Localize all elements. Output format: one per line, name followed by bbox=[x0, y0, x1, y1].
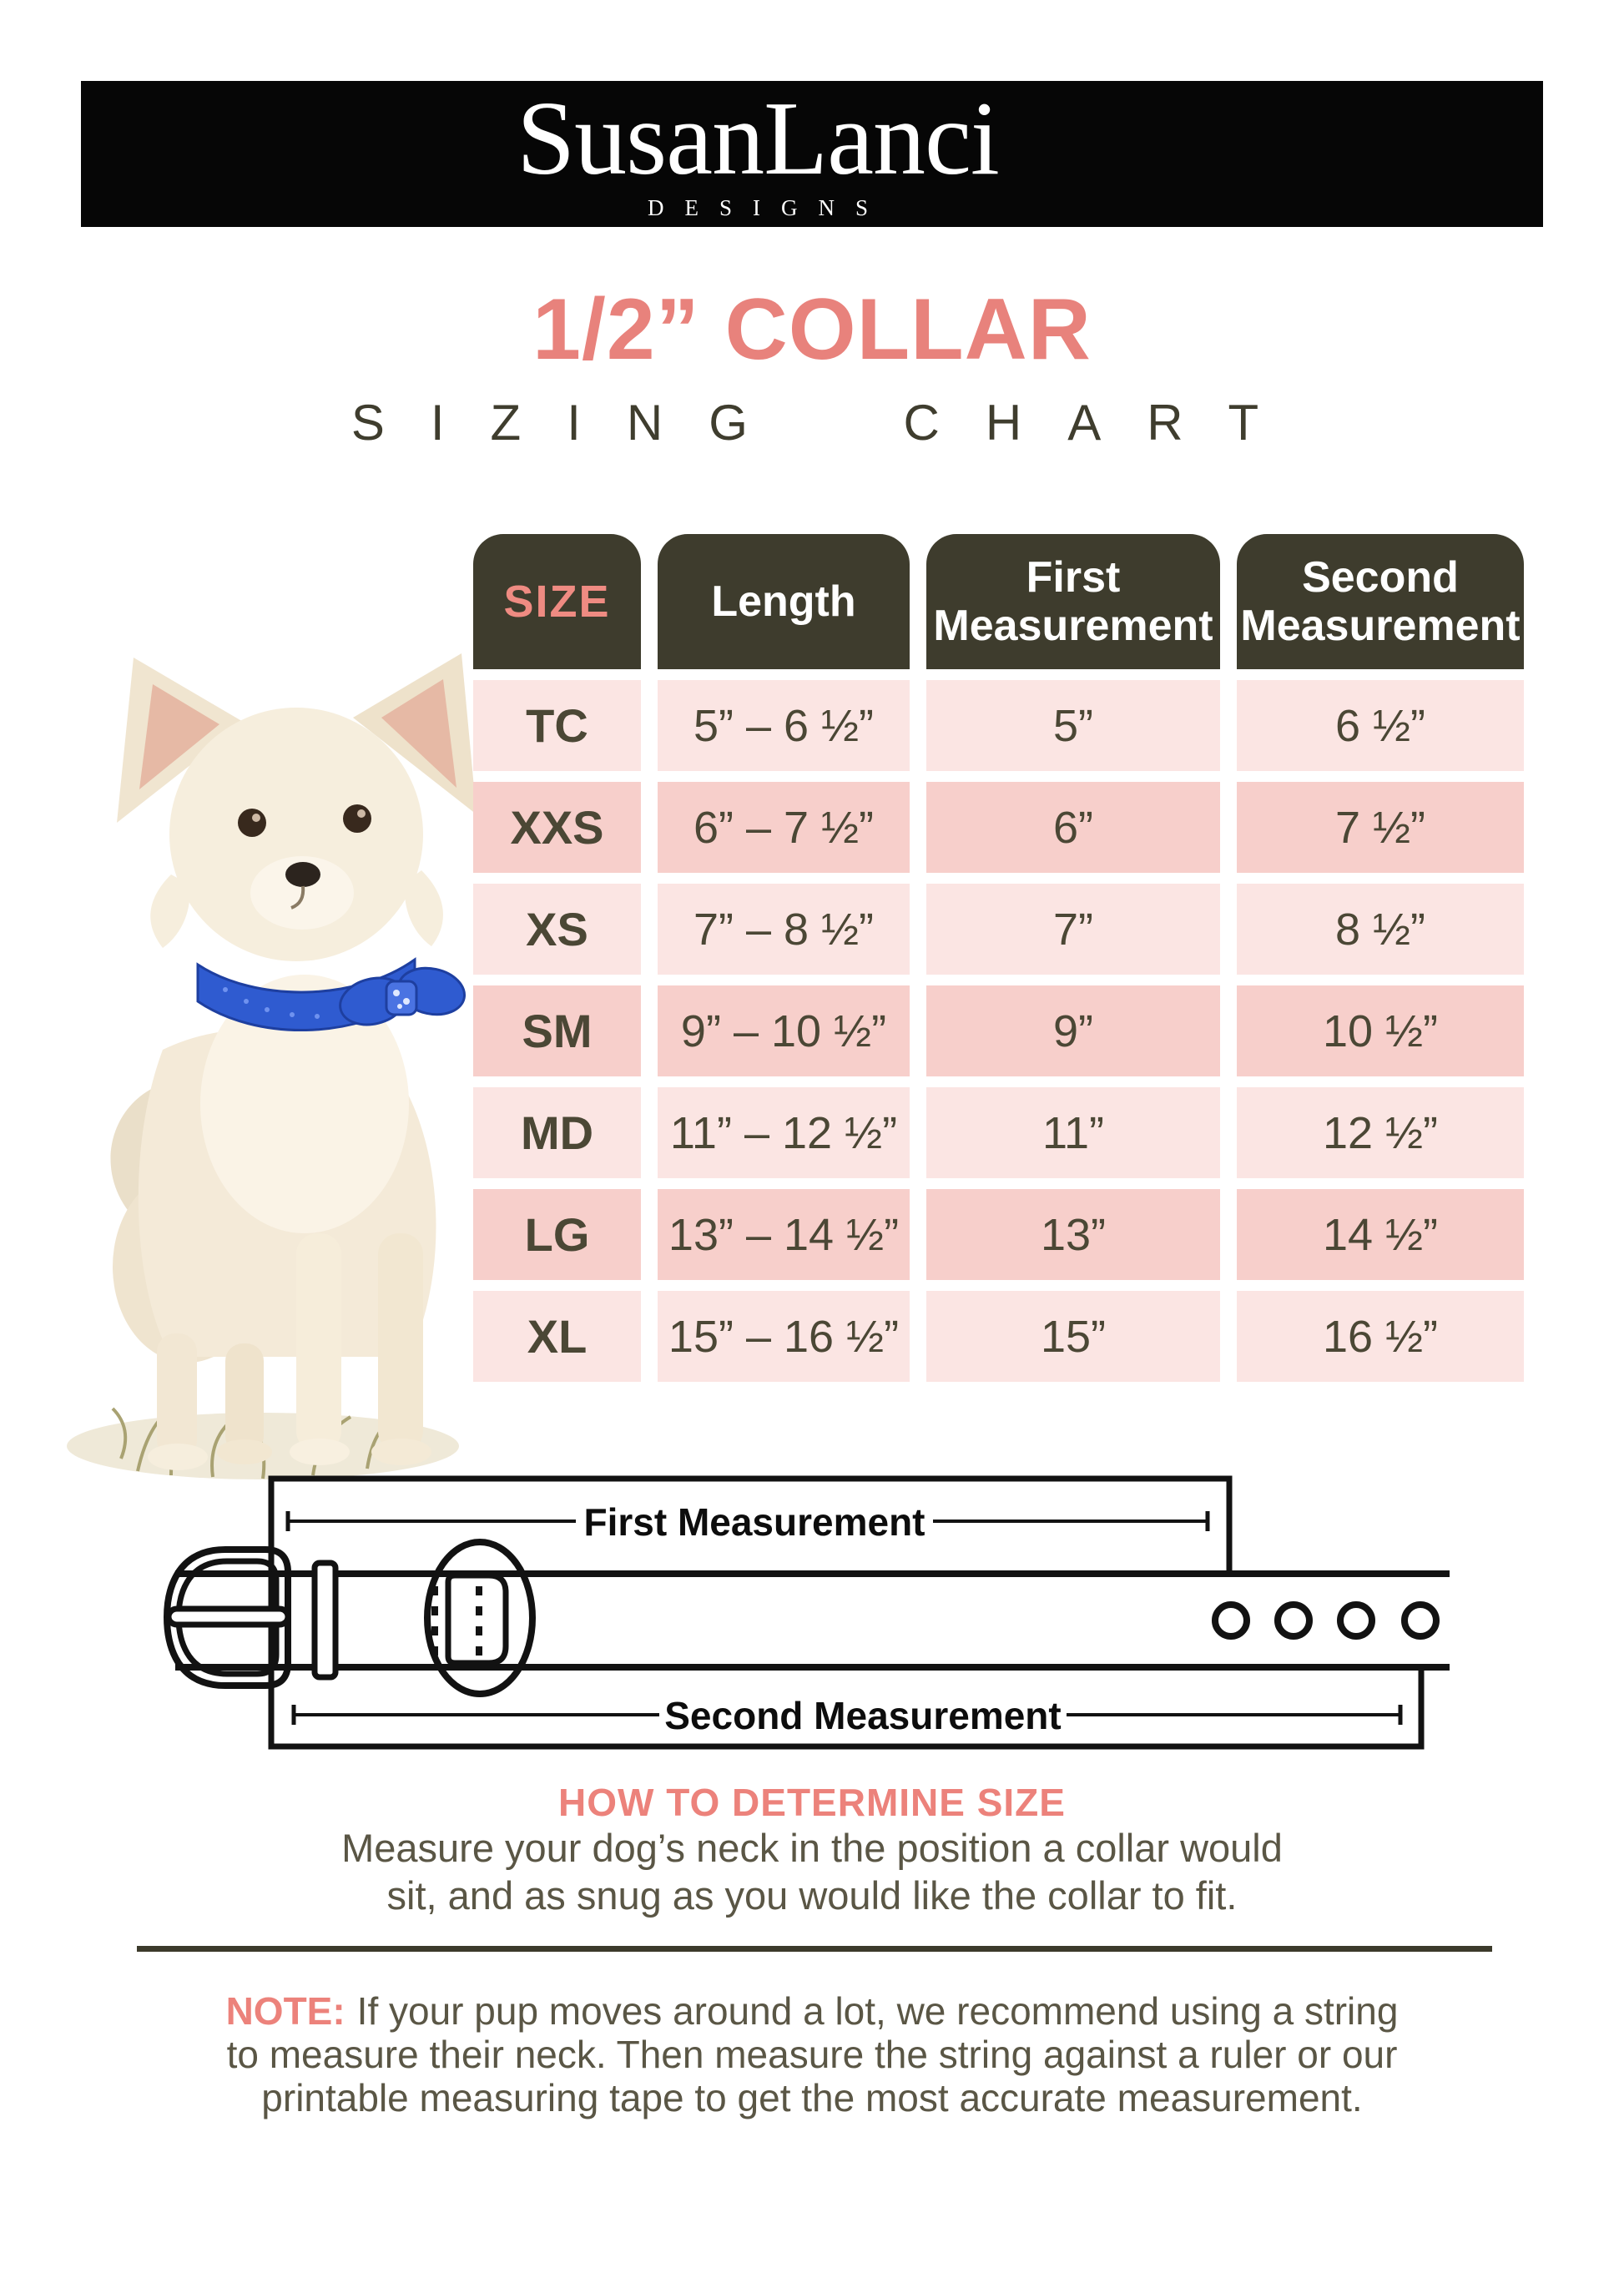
table-cell-size: LG bbox=[473, 1189, 641, 1280]
note-line-1-text: If your pup moves around a lot, we recom… bbox=[356, 1989, 1399, 2033]
section-divider bbox=[137, 1946, 1492, 1952]
note-line-1: NOTE: If your pup moves around a lot, we … bbox=[0, 1989, 1624, 2033]
how-to-heading: HOW TO DETERMINE SIZE bbox=[558, 1781, 1066, 1824]
first-measurement-label: First Measurement bbox=[583, 1500, 925, 1544]
table-cell-second: 6 ½” bbox=[1237, 680, 1524, 771]
collar-loop-outer bbox=[424, 1539, 536, 1697]
buckle-inner-frame bbox=[175, 1558, 280, 1677]
note-paragraph: NOTE: If your pup moves around a lot, we … bbox=[0, 1989, 1624, 2119]
table-cell-first: 15” bbox=[926, 1291, 1220, 1382]
first-label-backdrop bbox=[576, 1496, 933, 1546]
table-cell-first: 13” bbox=[926, 1189, 1220, 1280]
table-cell-size: MD bbox=[473, 1087, 641, 1178]
table-cell-first: 9” bbox=[926, 985, 1220, 1076]
table-cell-second: 10 ½” bbox=[1237, 985, 1524, 1076]
table-cell-length: 15” – 16 ½” bbox=[658, 1291, 910, 1382]
dog-nose bbox=[285, 862, 320, 887]
dog-body bbox=[110, 975, 436, 1470]
note-line-3: printable measuring tape to get the most… bbox=[261, 2076, 1363, 2119]
dog-right-eye bbox=[343, 804, 371, 833]
table-cell-size: XL bbox=[473, 1291, 641, 1382]
column-header-second-measurement: Second Measurement bbox=[1237, 534, 1524, 669]
table-cell-second: 14 ½” bbox=[1237, 1189, 1524, 1280]
collar-hole bbox=[1337, 1601, 1375, 1640]
buckle-prong bbox=[165, 1605, 291, 1628]
table-cell-length: 11” – 12 ½” bbox=[658, 1087, 910, 1178]
brand-logo: SusanLanci bbox=[517, 81, 1000, 197]
table-cell-first: 6” bbox=[926, 782, 1220, 873]
table-cell-size: TC bbox=[473, 680, 641, 771]
collar-bow bbox=[339, 966, 467, 1026]
column-header-first-measurement: First Measurement bbox=[926, 534, 1220, 669]
table-cell-second: 12 ½” bbox=[1237, 1087, 1524, 1178]
brand-bar: SusanLanci DESIGNS bbox=[81, 81, 1543, 227]
table-cell-size: SM bbox=[473, 985, 641, 1076]
dog-chest-fluff bbox=[200, 975, 409, 1233]
table-cell-second: 16 ½” bbox=[1237, 1291, 1524, 1382]
table-cell-first: 5” bbox=[926, 680, 1220, 771]
dog-head bbox=[117, 653, 477, 961]
table-cell-length: 6” – 7 ½” bbox=[658, 782, 910, 873]
table-cell-length: 13” – 14 ½” bbox=[658, 1189, 910, 1280]
table-cell-size: XXS bbox=[473, 782, 641, 873]
table-cell-length: 5” – 6 ½” bbox=[658, 680, 910, 771]
collar-hole bbox=[1401, 1601, 1440, 1640]
note-line-2: to measure their neck. Then measure the … bbox=[226, 2033, 1398, 2076]
chihuahua-photo bbox=[67, 653, 477, 1479]
page-title: 1/2” COLLAR bbox=[532, 281, 1092, 378]
page-subtitle: SIZING CHART bbox=[351, 395, 1305, 451]
buckle-outer-frame bbox=[163, 1546, 291, 1689]
collar-hole bbox=[1212, 1601, 1250, 1640]
how-to-paragraph: Measure your dog’s neck in the position … bbox=[0, 1824, 1624, 1919]
table-cell-size: XS bbox=[473, 884, 641, 975]
table-cell-first: 7” bbox=[926, 884, 1220, 975]
dog-collar bbox=[196, 957, 467, 1031]
column-header-length: Length bbox=[658, 534, 910, 669]
how-to-line-1: Measure your dog’s neck in the position … bbox=[341, 1826, 1283, 1870]
measurement-boxes-outline bbox=[268, 1475, 1425, 1750]
collar-loop-inner bbox=[445, 1572, 509, 1666]
note-label: NOTE: bbox=[225, 1989, 345, 2033]
how-to-line-2: sit, and as snug as you would like the c… bbox=[386, 1873, 1238, 1918]
collar-keeper-bar bbox=[311, 1560, 339, 1681]
collar-hole bbox=[1274, 1601, 1313, 1640]
sizing-table: SIZE Length First Measurement Second Mea… bbox=[473, 534, 1524, 1382]
table-cell-first: 11” bbox=[926, 1087, 1220, 1178]
second-label-backdrop bbox=[659, 1690, 1067, 1740]
table-cell-length: 9” – 10 ½” bbox=[658, 985, 910, 1076]
dog-left-eye bbox=[238, 809, 266, 837]
column-header-size: SIZE bbox=[473, 534, 641, 669]
brand-tagline: DESIGNS bbox=[647, 195, 889, 220]
table-cell-second: 8 ½” bbox=[1237, 884, 1524, 975]
table-cell-second: 7 ½” bbox=[1237, 782, 1524, 873]
second-measurement-label: Second Measurement bbox=[664, 1694, 1061, 1737]
table-cell-length: 7” – 8 ½” bbox=[658, 884, 910, 975]
